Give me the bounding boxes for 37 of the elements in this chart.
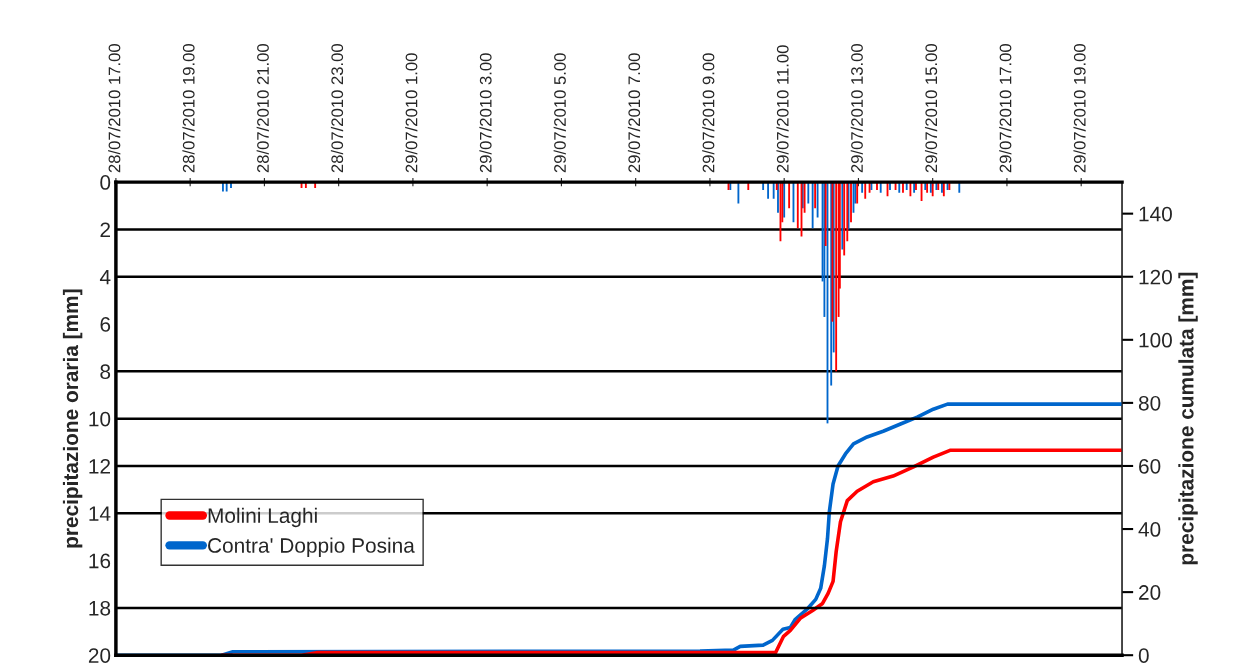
y-tick-label: 8 — [100, 364, 111, 380]
legend-label: Molini Laghi — [208, 507, 317, 528]
y-tick-label: 10 — [89, 411, 111, 427]
x-tick-label: 29/07/2010 13.00 — [850, 43, 863, 173]
y2-tick-label: 0 — [1138, 648, 1149, 663]
y-tick-label: 4 — [99, 269, 111, 285]
x-tick-label: 29/07/2010 1.00 — [405, 53, 418, 173]
y2-tick-label: 120 — [1139, 269, 1172, 285]
y-tick-label: 12 — [89, 458, 110, 474]
y-tick-label: 20 — [88, 648, 111, 663]
y2-tick-label: 20 — [1139, 585, 1161, 600]
x-tick-label: 28/07/2010 21.00 — [256, 43, 269, 173]
x-tick-label: 28/07/2010 17.00 — [108, 43, 121, 173]
x-tick-label: 29/07/2010 19.00 — [1073, 43, 1086, 173]
y2-tick-label: 60 — [1139, 458, 1161, 474]
x-tick-label: 28/07/2010 19.00 — [182, 43, 195, 173]
y-tick-label: 0 — [100, 175, 111, 190]
y-tick-label: 16 — [89, 553, 111, 569]
y2-tick-label: 140 — [1139, 206, 1172, 222]
y-tick-label: 18 — [89, 600, 111, 616]
legend-label: Contra' Doppio Posina — [208, 537, 415, 557]
x-tick-label: 29/07/2010 3.00 — [479, 53, 492, 173]
x-tick-label: 29/07/2010 9.00 — [702, 53, 715, 173]
y-tick-label: 2 — [100, 222, 110, 237]
y-tick-label: 6 — [100, 317, 111, 332]
x-tick-label: 28/07/2010 23.00 — [330, 43, 344, 173]
x-tick-label: 29/07/2010 11.00 — [776, 45, 789, 173]
x-tick-label: 29/07/2010 15.00 — [924, 43, 938, 173]
y-tick-label: 14 — [89, 506, 111, 521]
x-tick-label: 29/07/2010 5.00 — [553, 53, 566, 173]
x-tick-label: 29/07/2010 7.00 — [627, 53, 641, 173]
y2-tick-label: 100 — [1139, 332, 1172, 348]
y2-tick-label: 40 — [1138, 522, 1161, 537]
y2-axis-title: precipitazione cumulata [mm] — [1178, 272, 1198, 565]
x-tick-label: 29/07/2010 17.00 — [999, 43, 1012, 173]
y2-tick-label: 80 — [1138, 395, 1161, 411]
y-axis-title: precipitazione oraria [mm] — [62, 289, 83, 548]
